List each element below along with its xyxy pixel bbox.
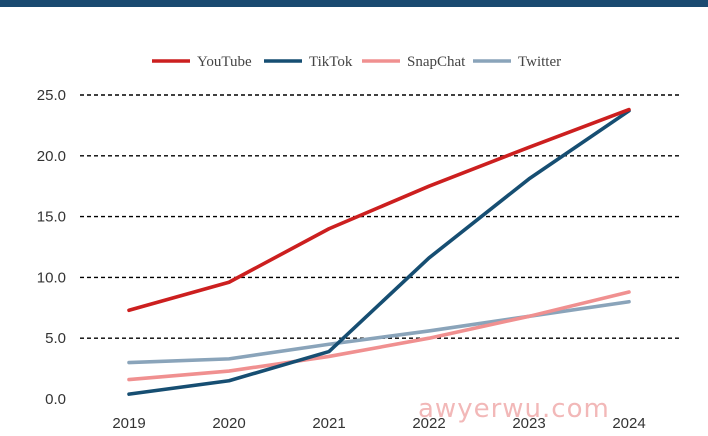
y-tick-label: 25.0: [37, 87, 66, 104]
y-tick-label: 10.0: [37, 269, 66, 286]
y-tick-label: 0.0: [45, 391, 66, 408]
legend-label: Twitter: [518, 54, 561, 70]
x-axis-ticks: 2019 2020 2021 2022 2023 2024: [112, 415, 645, 432]
y-tick-label: 15.0: [37, 209, 66, 226]
x-tick-label: 2019: [112, 415, 145, 432]
series-line-tiktok: [127, 109, 631, 396]
x-tick-label: 2022: [412, 415, 445, 432]
legend-label: YouTube: [197, 54, 252, 70]
series-line-snapchat: [127, 290, 631, 382]
y-axis-ticks: 0.0 5.0 10.0 15.0 20.0 25.0: [37, 87, 66, 408]
x-tick-label: 2023: [512, 415, 545, 432]
x-tick-label: 2021: [312, 415, 345, 432]
legend: YouTube TikTok SnapChat Twitter: [152, 54, 561, 70]
top-rule: [0, 0, 708, 7]
y-tick-label: 20.0: [37, 148, 66, 165]
x-tick-label: 2024: [612, 415, 645, 432]
y-tick-label: 5.0: [45, 330, 66, 347]
legend-label: TikTok: [309, 54, 353, 70]
series-lines: [127, 107, 631, 396]
x-tick-label: 2020: [212, 415, 245, 432]
legend-label: SnapChat: [407, 54, 466, 70]
series-line-youtube: [127, 107, 631, 313]
watermark-text: awyerwu.com: [418, 394, 610, 424]
